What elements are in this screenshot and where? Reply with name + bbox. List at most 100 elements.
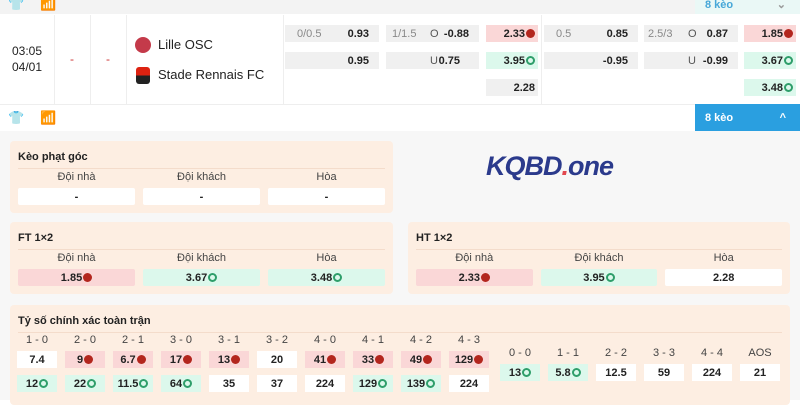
match-date: 04/01 [11, 60, 43, 74]
ft-1x2-draw[interactable]: 3.48 [744, 79, 796, 96]
ht-1x2-draw[interactable]: 2.28 [486, 79, 538, 96]
home-score-odds[interactable]: 7.4 [17, 351, 57, 368]
ft-handicap-home[interactable]: 0/0.5 0.93 [285, 25, 379, 42]
odds-text: - [199, 190, 204, 203]
home-score-odds[interactable]: 49 [401, 351, 441, 368]
up-arrow-icon [526, 56, 535, 65]
odds-text: 2.28 [712, 271, 735, 284]
ht-over[interactable]: 2.5/3 O 0.87 [644, 25, 738, 42]
match-row [0, 15, 800, 105]
ft-over[interactable]: 1/1.5 O -0.88 [386, 25, 479, 42]
odds-text: 129 [454, 353, 474, 366]
up-arrow-icon [605, 273, 615, 282]
ft-under[interactable]: U 0.75 [386, 52, 479, 69]
odds-text: 224 [702, 366, 722, 379]
score-label: 3 - 1 [217, 334, 240, 346]
away-score-odds[interactable]: 64 [161, 375, 201, 392]
collapse-odds-button[interactable]: 8 kèo ^ [695, 104, 800, 131]
away-score-odds[interactable]: 139 [401, 375, 441, 392]
score-label: 2 - 1 [121, 334, 144, 346]
odds-text: 17 [169, 353, 183, 366]
ht-panel: HT 1×2 Đội nhà 2.33 Đội khách 3.95 Hòa 2.28 [408, 222, 790, 294]
ht-1x2-home[interactable]: 2.33 [486, 25, 538, 42]
home-team[interactable]: Lille OSC [158, 37, 213, 52]
away-score-odds[interactable]: 22 [65, 375, 105, 392]
score-label: 4 - 2 [409, 334, 432, 346]
exact-score-panel: Tỷ số chính xác toàn trận 1 - 0 7.4 12 2 - 0… [10, 305, 790, 405]
column-label: Hòa [713, 252, 734, 264]
up-arrow-icon [426, 379, 436, 388]
ft-1x2-home[interactable]: 1.85 [744, 25, 796, 42]
odds-text: 37 [270, 377, 284, 390]
odds-value[interactable]: - [18, 188, 135, 205]
ft-handicap-away[interactable]: 0.95 [285, 52, 379, 69]
shirt-icon[interactable]: 👕 [8, 110, 25, 125]
up-arrow-icon [183, 379, 193, 388]
draw-score-odds[interactable]: 59 [644, 364, 684, 381]
away-score-odds[interactable]: 129 [353, 375, 393, 392]
score-label: 2 - 2 [604, 347, 627, 359]
draw-score-odds[interactable]: 21 [740, 364, 780, 381]
home-score-odds[interactable]: 9 [65, 351, 105, 368]
draw-score-odds[interactable]: 5.8 [548, 364, 588, 381]
home-score-odds[interactable]: 13 [209, 351, 249, 368]
away-score-odds[interactable]: 37 [257, 375, 297, 392]
score-label: 0 - 0 [508, 347, 531, 359]
home-score-odds[interactable]: 6.7 [113, 351, 153, 368]
score-label: 4 - 4 [700, 347, 723, 359]
chevron-up-icon: ^ [779, 111, 786, 124]
home-score-odds[interactable]: 129 [449, 351, 489, 368]
odds-value[interactable]: 2.33 [416, 269, 533, 286]
home-score-odds[interactable]: 33 [353, 351, 393, 368]
odds-text: 21 [753, 366, 767, 379]
ht-under[interactable]: U -0.99 [644, 52, 738, 69]
odds-text: 20 [270, 353, 284, 366]
away-score-odds[interactable]: 12 [17, 375, 57, 392]
odds-text: 22 [73, 377, 87, 390]
odds-value[interactable]: 3.67 [143, 269, 260, 286]
odds-value[interactable]: 1.85 [18, 269, 135, 286]
odds-text: 35 [222, 377, 236, 390]
stats-icon[interactable]: 📶 [40, 110, 57, 125]
odds-value[interactable]: 3.48 [268, 269, 385, 286]
stats-icon[interactable]: 📶 [40, 0, 57, 11]
expand-odds-button[interactable]: 8 kèo ⌄ [695, 0, 800, 14]
odds-text: 13 [217, 353, 231, 366]
panel-title: Tỷ số chính xác toàn trận [18, 315, 151, 327]
odds-value[interactable]: - [268, 188, 385, 205]
ht-1x2-away[interactable]: 3.95 [486, 52, 538, 69]
lille-logo-icon [135, 37, 151, 53]
home-score-odds[interactable]: 41 [305, 351, 345, 368]
odds-text: 5.8 [555, 366, 571, 379]
odds-text: 2.33 [458, 271, 481, 284]
odds-text: 3.95 [583, 271, 605, 284]
away-score-odds[interactable]: 224 [449, 375, 489, 392]
odds-value[interactable]: - [143, 188, 260, 205]
down-arrow-icon [83, 273, 93, 282]
odds-text: 224 [315, 377, 335, 390]
odds-text: 64 [169, 377, 183, 390]
odds-text: 12 [25, 377, 39, 390]
ht-handicap-away[interactable]: -0.95 [544, 52, 638, 69]
odds-value[interactable]: 2.28 [665, 269, 782, 286]
column-label: Đội khách [177, 171, 226, 183]
match-time: 03:05 [11, 44, 43, 58]
away-score-odds[interactable]: 35 [209, 375, 249, 392]
down-arrow-icon [84, 355, 94, 364]
away-team[interactable]: Stade Rennais FC [158, 67, 265, 82]
home-score-odds[interactable]: 17 [161, 351, 201, 368]
down-arrow-icon [481, 273, 491, 282]
draw-score-odds[interactable]: 224 [692, 364, 732, 381]
home-score-odds[interactable]: 20 [257, 351, 297, 368]
up-arrow-icon [139, 379, 149, 388]
draw-score-odds[interactable]: 12.5 [596, 364, 636, 381]
draw-score-odds[interactable]: 13 [500, 364, 540, 381]
odds-value[interactable]: 3.95 [540, 269, 658, 286]
away-score-odds[interactable]: 11.5 [113, 375, 153, 392]
ft-1x2-away[interactable]: 3.67 [744, 52, 796, 69]
away-score-odds[interactable]: 224 [305, 375, 345, 392]
odds-text: 59 [657, 366, 671, 379]
odds-text: 129 [358, 377, 378, 390]
shirt-icon[interactable]: 👕 [8, 0, 25, 11]
ht-handicap-home[interactable]: 0.5 0.85 [544, 25, 638, 42]
